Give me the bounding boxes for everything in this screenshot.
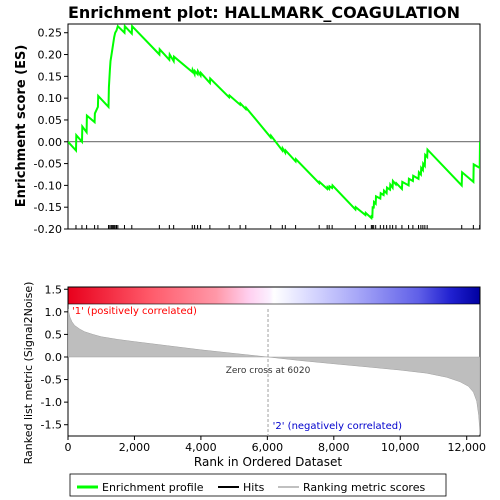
es-y-tick-label: -0.05 bbox=[34, 158, 62, 171]
metric-y-tick-label: 1.0 bbox=[45, 306, 63, 319]
metric-y-tick-label: -1.0 bbox=[41, 396, 62, 409]
es-y-tick-label: -0.15 bbox=[34, 201, 62, 214]
metric-y-tick-label: 0.0 bbox=[45, 351, 63, 364]
legend-frame bbox=[69, 473, 447, 497]
es-y-axis-label: Enrichment score (ES) bbox=[14, 45, 29, 208]
x-tick-label: 8,000 bbox=[318, 441, 350, 454]
metric-y-tick-label: -1.5 bbox=[41, 419, 62, 432]
metric-y-axis-label: Ranked list metric (Signal2Noise) bbox=[22, 282, 35, 465]
negative-correlation-label: '2' (negatively correlated) bbox=[273, 421, 402, 432]
positive-correlation-label: '1' (positively correlated) bbox=[72, 306, 197, 317]
metric-y-tick-label: -0.5 bbox=[41, 374, 62, 387]
ranking-heatmap-bar bbox=[67, 286, 481, 305]
ranking-metric-area bbox=[68, 309, 480, 435]
metric-y-tick-label: 0.5 bbox=[45, 328, 63, 341]
x-tick-label: 12,000 bbox=[447, 441, 486, 454]
metric-y-ticks: 1.5 1.0 0.5 0.0 -0.5 -1.0 -1.5 bbox=[41, 283, 68, 432]
enrichment-profile-line bbox=[68, 24, 480, 221]
legend-profile-label: Enrichment profile bbox=[102, 481, 204, 494]
es-panel: 0.25 0.20 0.15 0.10 0.05 0.00 -0.05 -0.10 -0.15 -… bbox=[14, 23, 481, 236]
chart-title: Enrichment plot: HALLMARK_COAGULATION bbox=[68, 3, 460, 22]
x-tick-label: 6,000 bbox=[252, 441, 284, 454]
es-y-tick-label: 0.25 bbox=[38, 27, 63, 40]
metric-y-tick-label: 1.5 bbox=[45, 283, 63, 296]
metric-x-ticks: 0 2,000 4,000 6,000 8,000 10,000 12,000 bbox=[65, 436, 486, 454]
hits-markers bbox=[75, 225, 480, 229]
es-y-tick-label: 0.10 bbox=[38, 92, 63, 105]
legend-hits-label: Hits bbox=[243, 481, 265, 494]
x-tick-label: 0 bbox=[65, 441, 72, 454]
es-y-ticks: 0.25 0.20 0.15 0.10 0.05 0.00 -0.05 -0.10 -0.15 -… bbox=[34, 27, 68, 236]
x-tick-label: 2,000 bbox=[119, 441, 151, 454]
es-y-tick-label: 0.15 bbox=[38, 70, 63, 83]
es-panel-frame bbox=[67, 23, 481, 230]
zero-cross-label: Zero cross at 6020 bbox=[226, 366, 311, 376]
es-y-tick-label: 0.05 bbox=[38, 114, 63, 127]
es-y-tick-label: -0.10 bbox=[34, 179, 62, 192]
legend: Enrichment profile Hits Ranking metric s… bbox=[69, 473, 447, 497]
es-y-tick-label: 0.00 bbox=[38, 136, 63, 149]
es-y-tick-label: 0.20 bbox=[38, 49, 63, 62]
es-y-tick-label: -0.20 bbox=[34, 223, 62, 236]
x-tick-label: 10,000 bbox=[381, 441, 420, 454]
x-tick-label: 4,000 bbox=[185, 441, 217, 454]
metric-panel: 1.5 1.0 0.5 0.0 -0.5 -1.0 -1.5 0 2,000 4,000 6,00… bbox=[22, 282, 486, 469]
legend-metric-label: Ranking metric scores bbox=[303, 481, 425, 494]
x-axis-label: Rank in Ordered Dataset bbox=[194, 455, 342, 469]
